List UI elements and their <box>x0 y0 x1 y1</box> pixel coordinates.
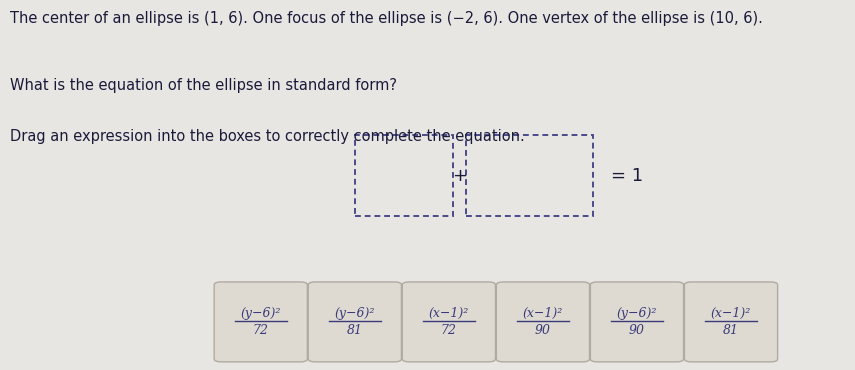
Text: What is the equation of the ellipse in standard form?: What is the equation of the ellipse in s… <box>10 78 398 93</box>
FancyBboxPatch shape <box>496 282 589 362</box>
Text: = 1: = 1 <box>611 167 644 185</box>
Bar <box>355 135 453 216</box>
Text: 81: 81 <box>723 324 739 337</box>
FancyBboxPatch shape <box>590 282 684 362</box>
FancyBboxPatch shape <box>214 282 307 362</box>
Text: Drag an expression into the boxes to correctly complete the equation.: Drag an expression into the boxes to cor… <box>10 130 525 145</box>
Text: The center of an ellipse is (1, 6). One focus of the ellipse is (−2, 6). One ver: The center of an ellipse is (1, 6). One … <box>10 11 764 26</box>
Text: +: + <box>452 167 467 185</box>
FancyBboxPatch shape <box>684 282 777 362</box>
Text: (y−6)²: (y−6)² <box>334 307 375 320</box>
Text: (x−1)²: (x−1)² <box>522 307 563 320</box>
Text: 72: 72 <box>253 324 268 337</box>
Text: (x−1)²: (x−1)² <box>428 307 469 320</box>
Text: (y−6)²: (y−6)² <box>240 307 281 320</box>
Text: 81: 81 <box>347 324 363 337</box>
FancyBboxPatch shape <box>403 282 496 362</box>
Text: 90: 90 <box>629 324 645 337</box>
Text: 72: 72 <box>441 324 457 337</box>
Text: (x−1)²: (x−1)² <box>711 307 752 320</box>
Bar <box>466 135 593 216</box>
FancyBboxPatch shape <box>308 282 401 362</box>
Text: (y−6)²: (y−6)² <box>616 307 657 320</box>
Text: 90: 90 <box>535 324 551 337</box>
